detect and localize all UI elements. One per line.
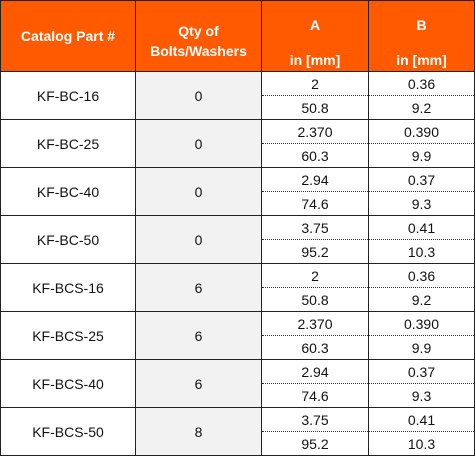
a-mm-cell: 50.8 [261,95,369,120]
table-row-mm: 60.3 9.9 [1,143,475,168]
table-row: KF-BC-40 0 2.94 0.37 [0,167,475,216]
part-number-cell: KF-BC-16 [0,71,136,120]
b-mm-cell: 9.2 [368,95,475,120]
header-qty: Qty of Bolts/Washers [135,0,262,72]
part-number-cell: KF-BC-40 [0,167,136,216]
header-b: B in [mm] [368,0,475,72]
part-number-cell: KF-BC-50 [0,215,136,264]
header-b-label: B [416,17,427,33]
part-number-cell: KF-BCS-16 [0,263,136,312]
table-row: KF-BCS-50 8 3.75 0.41 [0,407,475,456]
b-mm-cell: 10.3 [368,431,475,456]
qty-cell: 0 [135,119,262,168]
b-mm-cell: 9.2 [368,287,475,312]
b-mm-cell: 9.9 [368,335,475,360]
a-inch-cell: 2 [261,71,369,96]
a-mm-cell: 50.8 [261,287,369,312]
qty-cell: 6 [135,359,262,408]
a-inch-cell: 2 [261,263,369,288]
b-inch-cell: 0.36 [368,263,475,288]
table-row: KF-BC-50 0 3.75 0.41 [0,215,475,264]
part-number-cell: KF-BC-25 [0,119,136,168]
header-a: A in [mm] [261,0,369,72]
table-row: KF-BCS-25 6 2.370 0.390 [0,311,475,360]
a-inch-cell: 2.94 [261,167,369,192]
table-row: KF-BC-25 0 2.370 0.390 [0,119,475,168]
b-inch-cell: 0.41 [368,407,475,432]
table-row-mm: 74.6 9.3 [1,191,475,216]
part-number-cell: KF-BCS-25 [0,311,136,360]
b-mm-cell: 10.3 [368,239,475,264]
b-inch-cell: 0.41 [368,215,475,240]
part-number-cell: KF-BCS-40 [0,359,136,408]
table-row: KF-BC-16 0 2 0.36 [0,71,475,120]
table-row-mm: 50.8 9.2 [1,287,475,312]
table-row: KF-BCS-40 6 2.94 0.37 [0,359,475,408]
table-row-mm: 60.3 9.9 [1,335,475,360]
qty-cell: 6 [135,311,262,360]
table-row: KF-BCS-16 6 2 0.36 [0,263,475,312]
table-row-mm: 74.6 9.3 [1,383,475,408]
b-mm-cell: 9.3 [368,191,475,216]
header-a-unit: in [mm] [289,52,341,68]
table-row-mm: 95.2 10.3 [1,431,475,456]
b-inch-cell: 0.36 [368,71,475,96]
part-number-cell: KF-BCS-50 [0,407,136,456]
header-b-unit: in [mm] [396,52,447,68]
table-row-mm: 50.8 9.2 [1,95,475,120]
table-row-mm: 95.2 10.3 [1,239,475,264]
a-inch-cell: 2.94 [261,359,369,384]
a-inch-cell: 3.75 [261,407,369,432]
a-mm-cell: 74.6 [261,191,369,216]
b-inch-cell: 0.390 [368,119,475,144]
qty-cell: 6 [135,263,262,312]
b-mm-cell: 9.9 [368,143,475,168]
a-mm-cell: 95.2 [261,239,369,264]
a-inch-cell: 2.370 [261,311,369,336]
header-a-label: A [309,17,321,33]
qty-cell: 0 [135,71,262,120]
b-inch-cell: 0.37 [368,359,475,384]
a-inch-cell: 3.75 [261,215,369,240]
a-mm-cell: 95.2 [261,431,369,456]
b-mm-cell: 9.3 [368,383,475,408]
header-row: Catalog Part # Qty of Bolts/Washers A in… [0,0,475,72]
b-inch-cell: 0.37 [368,167,475,192]
b-inch-cell: 0.390 [368,311,475,336]
header-part: Catalog Part # [0,0,136,72]
a-mm-cell: 60.3 [261,335,369,360]
a-mm-cell: 60.3 [261,143,369,168]
a-inch-cell: 2.370 [261,119,369,144]
qty-cell: 8 [135,407,262,456]
qty-cell: 0 [135,215,262,264]
qty-cell: 0 [135,167,262,216]
header-qty-line2: Bolts/Washers [150,43,247,59]
a-mm-cell: 74.6 [261,383,369,408]
header-qty-line1: Qty of [178,23,219,39]
